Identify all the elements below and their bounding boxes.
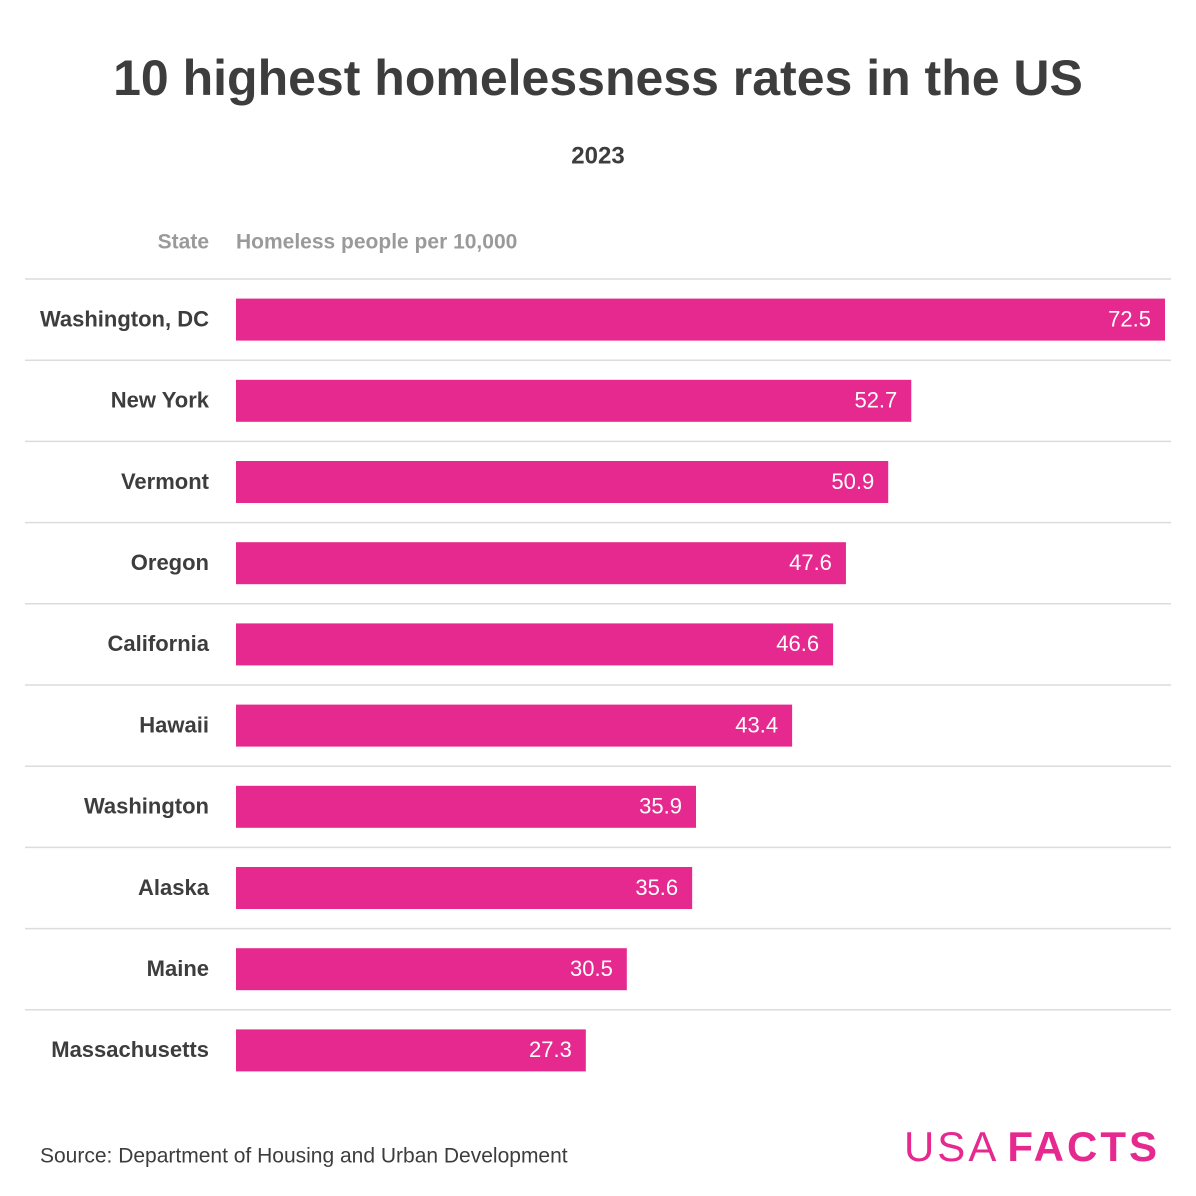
value-label: 47.6 <box>789 550 832 575</box>
chart-title: 10 highest homelessness rates in the US <box>113 50 1083 106</box>
bar <box>236 623 834 666</box>
logo-facts: FACTS <box>1007 1123 1160 1170</box>
bar <box>236 379 912 422</box>
value-label: 46.6 <box>776 631 819 656</box>
category-label: Oregon <box>131 550 209 575</box>
value-label: 43.4 <box>735 712 778 737</box>
value-label: 52.7 <box>854 388 897 413</box>
category-label: California <box>108 631 210 656</box>
category-label: Washington, DC <box>40 306 209 331</box>
value-label: 50.9 <box>831 469 874 494</box>
chart-subtitle: 2023 <box>571 142 624 169</box>
category-label: Massachusetts <box>51 1037 209 1062</box>
category-label: Vermont <box>121 469 210 494</box>
category-label: Alaska <box>138 875 210 900</box>
category-label: New York <box>111 388 210 413</box>
value-header: Homeless people per 10,000 <box>236 231 517 254</box>
logo-usa: USA <box>904 1123 999 1170</box>
value-label: 27.3 <box>529 1037 572 1062</box>
bar <box>236 704 793 747</box>
bar <box>236 461 889 503</box>
bar <box>236 785 697 828</box>
category-label: Maine <box>147 956 209 981</box>
value-label: 72.5 <box>1108 306 1151 331</box>
category-label: Hawaii <box>139 712 209 737</box>
category-header: State <box>158 231 209 254</box>
logo: USA FACTS <box>904 1123 1160 1170</box>
bar <box>236 1029 586 1072</box>
source: Source: Department of Housing and Urban … <box>40 1145 568 1168</box>
bar <box>236 298 1165 341</box>
value-label: 35.9 <box>639 794 682 819</box>
category-label: Washington <box>84 794 209 819</box>
bar <box>236 948 627 991</box>
bar <box>236 867 693 909</box>
value-label: 35.6 <box>635 875 678 900</box>
bar <box>236 542 846 585</box>
value-label: 30.5 <box>570 956 613 981</box>
